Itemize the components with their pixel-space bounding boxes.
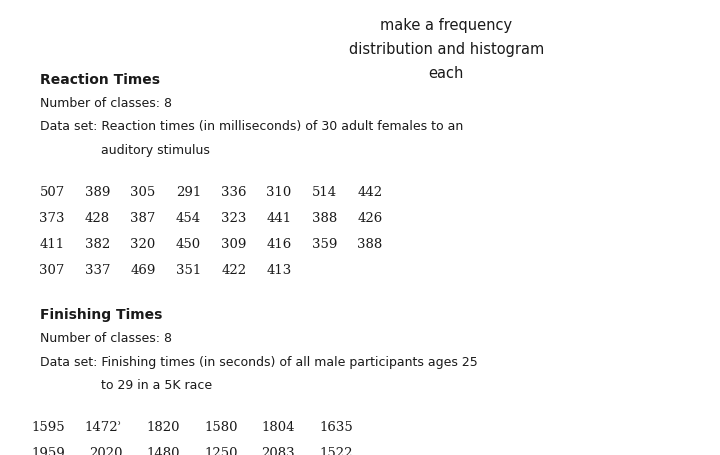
Text: make a frequency: make a frequency — [380, 18, 513, 33]
Text: 387: 387 — [130, 212, 156, 225]
Text: 309: 309 — [221, 238, 246, 251]
Text: 416: 416 — [266, 238, 292, 251]
Text: 307: 307 — [40, 263, 65, 277]
Text: 422: 422 — [221, 263, 246, 277]
Text: 507: 507 — [40, 186, 65, 199]
Text: 454: 454 — [176, 212, 201, 225]
Text: Number of classes: 8: Number of classes: 8 — [40, 331, 171, 344]
Text: Data set: Reaction times (in milliseconds) of 30 adult females to an: Data set: Reaction times (in millisecond… — [40, 120, 463, 133]
Text: 1804: 1804 — [261, 420, 295, 434]
Text: distribution and histogram: distribution and histogram — [348, 42, 544, 57]
Text: 382: 382 — [85, 238, 110, 251]
Text: 2083: 2083 — [261, 446, 295, 455]
Text: 310: 310 — [266, 186, 292, 199]
Text: 450: 450 — [176, 238, 201, 251]
Text: 305: 305 — [130, 186, 156, 199]
Text: Reaction Times: Reaction Times — [40, 73, 160, 87]
Text: 1820: 1820 — [146, 420, 180, 434]
Text: 1480: 1480 — [146, 446, 180, 455]
Text: 320: 320 — [130, 238, 156, 251]
Text: 442: 442 — [357, 186, 382, 199]
Text: 2020: 2020 — [89, 446, 122, 455]
Text: 411: 411 — [40, 238, 65, 251]
Text: Data set: Finishing times (in seconds) of all male participants ages 25: Data set: Finishing times (in seconds) o… — [40, 355, 477, 368]
Text: 514: 514 — [312, 186, 337, 199]
Text: 1595: 1595 — [31, 420, 65, 434]
Text: 388: 388 — [357, 238, 382, 251]
Text: auditory stimulus: auditory stimulus — [101, 144, 210, 157]
Text: 291: 291 — [176, 186, 201, 199]
Text: 428: 428 — [85, 212, 110, 225]
Text: 359: 359 — [312, 238, 337, 251]
Text: 441: 441 — [266, 212, 292, 225]
Text: each: each — [428, 66, 464, 81]
Text: 1635: 1635 — [319, 420, 353, 434]
Text: 373: 373 — [40, 212, 65, 225]
Text: 336: 336 — [221, 186, 246, 199]
Text: 323: 323 — [221, 212, 246, 225]
Text: Finishing Times: Finishing Times — [40, 308, 162, 322]
Text: 413: 413 — [266, 263, 292, 277]
Text: Number of classes: 8: Number of classes: 8 — [40, 96, 171, 110]
Text: 389: 389 — [85, 186, 110, 199]
Text: to 29 in a 5K race: to 29 in a 5K race — [101, 379, 212, 392]
Text: 388: 388 — [312, 212, 337, 225]
Text: 337: 337 — [85, 263, 110, 277]
Text: 469: 469 — [130, 263, 156, 277]
Text: 1959: 1959 — [31, 446, 65, 455]
Text: 351: 351 — [176, 263, 201, 277]
Text: 1522: 1522 — [319, 446, 353, 455]
Text: 426: 426 — [357, 212, 382, 225]
Text: 1580: 1580 — [204, 420, 238, 434]
Text: 1472ʾ: 1472ʾ — [85, 420, 122, 434]
Text: 1250: 1250 — [204, 446, 238, 455]
